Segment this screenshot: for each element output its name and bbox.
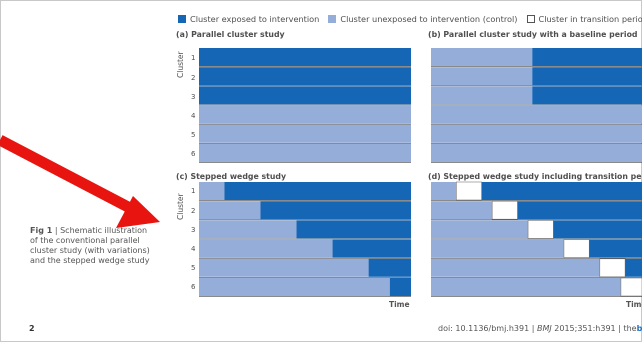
bar-exposed bbox=[481, 182, 642, 200]
row-number-top-5: 5 bbox=[191, 131, 196, 139]
bar-exposed bbox=[532, 86, 642, 105]
bar-unexposed bbox=[199, 105, 411, 124]
red-arrow-icon bbox=[0, 135, 160, 228]
panel-title-c: (c) Stepped wedge study bbox=[176, 172, 287, 181]
caption-separator: | bbox=[54, 226, 61, 235]
row-number-bottom-4: 4 bbox=[191, 245, 196, 253]
row-number-bottom-3: 3 bbox=[191, 226, 196, 234]
bar-exposed bbox=[199, 48, 411, 66]
bar-unexposed bbox=[431, 124, 642, 143]
swatch-transition bbox=[526, 15, 535, 23]
bar-exposed bbox=[260, 201, 411, 220]
panel-title-d: (d) Stepped wedge study including transi… bbox=[428, 172, 642, 181]
bar-unexposed bbox=[431, 182, 457, 200]
footer-separator-2: | bbox=[618, 324, 624, 333]
bar-unexposed bbox=[199, 239, 333, 258]
bar-exposed bbox=[332, 239, 411, 258]
row-number-top-2: 2 bbox=[191, 74, 196, 82]
legend-label-transition: Cluster in transition period bbox=[538, 14, 642, 24]
bar-unexposed bbox=[431, 278, 621, 296]
bar-unexposed bbox=[199, 182, 225, 200]
bar-transition bbox=[527, 220, 554, 239]
row-number-bottom-6: 6 bbox=[191, 283, 196, 291]
bar-unexposed bbox=[431, 258, 600, 277]
bar-transition bbox=[491, 200, 518, 220]
row-number-bottom-5: 5 bbox=[191, 264, 196, 272]
bar-transition bbox=[456, 181, 482, 201]
legend-label-exposed: Cluster exposed to intervention bbox=[190, 14, 320, 24]
bar-unexposed bbox=[431, 201, 493, 220]
panel-a bbox=[199, 48, 411, 163]
page-number: 2 bbox=[29, 324, 35, 333]
bar-unexposed bbox=[431, 105, 642, 124]
time-axis-label-right: Time bbox=[626, 300, 642, 309]
legend-item-exposed: Cluster exposed to intervention bbox=[178, 14, 319, 24]
bar-exposed bbox=[389, 278, 411, 296]
bar-exposed bbox=[199, 86, 411, 105]
figure-caption: Fig 1 | Schematic illustration of the co… bbox=[30, 226, 152, 266]
bar-exposed bbox=[296, 220, 411, 239]
bar-exposed bbox=[625, 258, 642, 277]
footer-journal: BMJ bbox=[536, 324, 552, 333]
row-number-top-3: 3 bbox=[191, 93, 196, 101]
caption-text: Schematic illustration of the convention… bbox=[30, 226, 150, 265]
legend-label-unexposed: Cluster unexposed to intervention (contr… bbox=[340, 14, 518, 24]
figure-label: Fig 1 bbox=[30, 226, 53, 235]
swatch-unexposed bbox=[328, 15, 337, 23]
swatch-exposed bbox=[178, 15, 186, 23]
legend: Cluster exposed to intervention Cluster … bbox=[178, 13, 642, 25]
bar-exposed bbox=[532, 67, 642, 86]
bar-exposed bbox=[553, 220, 642, 239]
footer-doi[interactable]: doi: 10.1136/bmj.h391 bbox=[438, 324, 530, 333]
panel-d bbox=[431, 181, 642, 297]
bar-unexposed bbox=[199, 144, 411, 162]
panel-b bbox=[431, 48, 642, 163]
bar-unexposed bbox=[199, 258, 369, 277]
bar-exposed bbox=[224, 182, 411, 200]
bar-unexposed bbox=[199, 124, 411, 143]
legend-item-transition: Cluster in transition period bbox=[526, 14, 642, 24]
time-axis-label: Time bbox=[389, 300, 410, 309]
footer-citation-ref: 2015;351:h391 bbox=[554, 324, 616, 333]
bar-unexposed bbox=[431, 67, 533, 86]
row-number-top-4: 4 bbox=[191, 112, 196, 120]
row-number-top-6: 6 bbox=[191, 150, 196, 158]
footer-site-accent[interactable]: b bbox=[636, 324, 642, 333]
bar-transition bbox=[563, 239, 590, 258]
panel-c bbox=[199, 182, 411, 297]
row-number-top-1: 1 bbox=[191, 54, 196, 62]
bar-transition bbox=[620, 277, 642, 297]
bar-exposed bbox=[532, 48, 642, 66]
row-number-bottom-1: 1 bbox=[191, 187, 196, 195]
bar-exposed bbox=[589, 239, 642, 258]
bar-exposed bbox=[517, 201, 642, 220]
bar-unexposed bbox=[431, 48, 533, 66]
panel-title-b: (b) Parallel cluster study with a baseli… bbox=[428, 30, 638, 39]
footer-separator-1: | bbox=[531, 324, 537, 333]
footer-site-prefix[interactable]: the bbox=[623, 324, 637, 333]
footer-citation: doi: 10.1136/bmj.h391 | BMJ 2015;351:h39… bbox=[438, 324, 642, 333]
bar-unexposed bbox=[431, 144, 642, 162]
panel-title-a: (a) Parallel cluster study bbox=[176, 30, 285, 39]
bar-exposed bbox=[368, 258, 411, 277]
bar-unexposed bbox=[431, 86, 533, 105]
bar-exposed bbox=[199, 67, 411, 86]
bar-unexposed bbox=[199, 201, 261, 220]
bar-unexposed bbox=[199, 278, 390, 296]
legend-item-unexposed: Cluster unexposed to intervention (contr… bbox=[328, 14, 518, 24]
row-number-bottom-2: 2 bbox=[191, 207, 196, 215]
bar-transition bbox=[599, 258, 626, 278]
bar-unexposed bbox=[199, 220, 297, 239]
bar-unexposed bbox=[431, 220, 529, 239]
bar-unexposed bbox=[431, 239, 564, 258]
